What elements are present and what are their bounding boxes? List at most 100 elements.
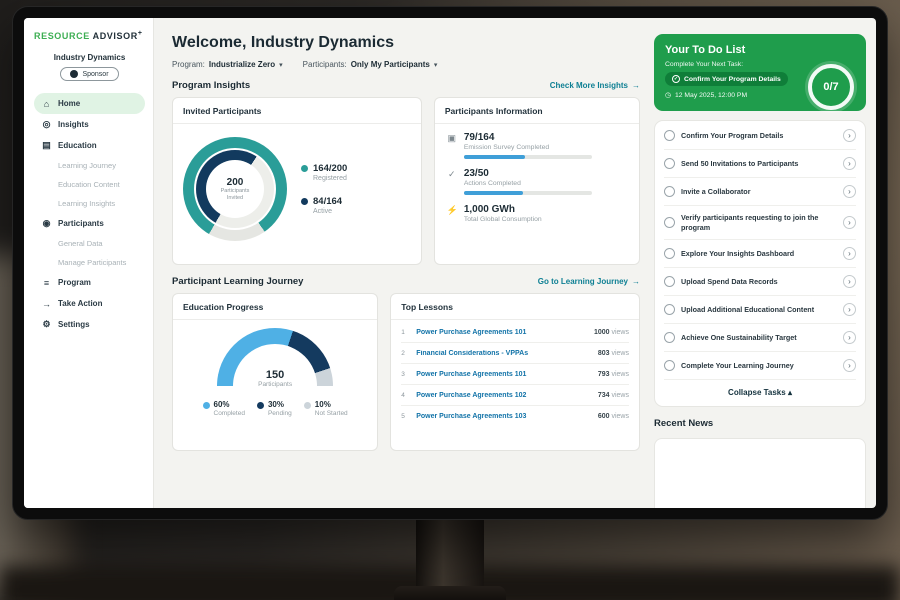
sidebar-item[interactable]: ⌂ Home	[34, 93, 145, 114]
go-to-learning-journey-link[interactable]: Go to Learning Journey →	[538, 277, 640, 286]
chevron-right-icon[interactable]: ›	[843, 185, 856, 198]
sidebar: RESOURCE ADVISOR+ Industry Dynamics Spon…	[24, 18, 154, 508]
program-dropdown[interactable]: Program: Industrialize Zero ▾	[172, 60, 283, 69]
sponsor-label: Sponsor	[82, 70, 109, 78]
chevron-right-icon[interactable]: ›	[843, 359, 856, 373]
task-label: Achieve One Sustainability Target	[681, 333, 797, 343]
insights-cards-row: Invited Participants 200 Participants In…	[172, 97, 640, 265]
task-label: Invite a Collaborator	[681, 186, 751, 196]
chevron-right-icon[interactable]: ›	[843, 157, 856, 170]
sidebar-item-icon: ▤	[42, 140, 51, 150]
todo-task-row[interactable]: Explore Your Insights Dashboard ›	[664, 240, 856, 269]
chevron-right-icon[interactable]: ›	[843, 129, 856, 142]
lesson-views: 803 views	[597, 349, 629, 357]
next-task-pill[interactable]: ✓ Confirm Your Program Details	[665, 72, 788, 86]
legend-dot-completed	[202, 402, 210, 409]
participants-dropdown[interactable]: Participants: Only My Participants ▾	[303, 60, 438, 69]
sidebar-item[interactable]: ⚙ Settings	[34, 314, 145, 335]
task-label: Upload Additional Educational Content	[681, 305, 815, 315]
arrow-right-icon: →	[632, 277, 640, 286]
sidebar-item-label: Learning Insights	[58, 199, 116, 208]
sidebar-item[interactable]: → Take Action	[34, 293, 145, 314]
task-checkbox[interactable]	[664, 130, 675, 141]
check-more-insights-link[interactable]: Check More Insights →	[550, 81, 640, 90]
todo-task-row[interactable]: Confirm Your Program Details ›	[664, 122, 856, 150]
lesson-views: 1000 views	[593, 328, 629, 336]
sidebar-item[interactable]: ≡ Program	[34, 272, 145, 293]
card-title: Invited Participants	[173, 98, 421, 124]
task-checkbox[interactable]	[664, 217, 675, 229]
chevron-down-icon: ▾	[279, 61, 283, 69]
participants-filter-value: Only My Participants	[350, 60, 430, 69]
program-filter-label: Program:	[172, 60, 205, 69]
todo-task-row[interactable]: Invite a Collaborator ›	[664, 178, 856, 206]
sidebar-item-icon: ≡	[43, 277, 50, 288]
chevron-right-icon[interactable]: ›	[843, 331, 856, 345]
todo-task-row[interactable]: Send 50 Invitations to Participants ›	[664, 150, 856, 178]
recent-news-title: Recent News	[654, 418, 714, 430]
learning-cards-row: Education Progress 150 Participants	[172, 293, 640, 451]
stat-label: Emission Survey Completed	[463, 144, 550, 151]
lesson-link[interactable]: Power Purchase Agreements 101	[416, 370, 527, 378]
sidebar-item-label: Insights	[58, 120, 89, 129]
sidebar-item-label: Take Action	[58, 299, 103, 308]
donut-center-label: Participants Invited	[220, 187, 250, 201]
app-logo: RESOURCE ADVISOR+	[34, 30, 145, 41]
chevron-right-icon[interactable]: ›	[843, 303, 856, 317]
todo-task-row[interactable]: Upload Spend Data Records ›	[664, 268, 856, 297]
lesson-link[interactable]: Power Purchase Agreements 102	[416, 391, 527, 399]
task-label: Verify participants requesting to join t…	[681, 213, 819, 232]
donut-ring-outer: 200 Participants Invited	[183, 137, 287, 241]
task-label: Send 50 Invitations to Participants	[681, 158, 799, 168]
stat-emission-survey: ▣ 79/164 Emission Survey Completed	[447, 132, 627, 159]
legend-label: Not Started	[314, 410, 348, 417]
sidebar-item[interactable]: ◉ Participants	[34, 213, 145, 234]
lesson-row: 2 Financial Considerations - VPPAs 803 v…	[401, 343, 629, 364]
lessons-list: 1 Power Purchase Agreements 101 1000 vie…	[391, 320, 639, 426]
sidebar-item[interactable]: Learning Insights	[34, 194, 145, 213]
logo-secondary: ADVISOR	[92, 31, 138, 41]
chevron-right-icon[interactable]: ›	[843, 247, 856, 261]
task-checkbox[interactable]	[664, 332, 675, 344]
sponsor-badge[interactable]: Sponsor	[60, 67, 119, 81]
task-checkbox[interactable]	[664, 186, 675, 197]
lesson-link[interactable]: Power Purchase Agreements 101	[416, 328, 527, 336]
todo-task-row[interactable]: Complete Your Learning Journey ›	[664, 352, 856, 381]
sidebar-item[interactable]: ▤ Education	[34, 135, 145, 156]
legend-dot-pending	[256, 402, 264, 409]
todo-task-row[interactable]: Achieve One Sustainability Target ›	[664, 324, 856, 353]
task-checkbox[interactable]	[664, 360, 675, 372]
progress-track	[463, 191, 592, 195]
survey-icon: ▣	[447, 133, 457, 143]
sidebar-item[interactable]: General Data	[34, 234, 145, 253]
clock-icon: ◷	[665, 92, 671, 99]
donut-center: 200 Participants Invited	[206, 160, 264, 218]
sidebar-item[interactable]: Education Content	[34, 175, 145, 194]
sidebar-item-label: Program	[58, 278, 91, 287]
task-checkbox[interactable]	[664, 158, 675, 169]
sidebar-item[interactable]: Manage Participants	[34, 253, 145, 272]
lesson-row: 1 Power Purchase Agreements 101 1000 vie…	[401, 322, 629, 343]
energy-icon: ⚡	[446, 205, 459, 215]
donut-ring-inner: 200 Participants Invited	[196, 150, 274, 228]
stat-actions-completed: ✓ 23/50 Actions Completed	[447, 168, 627, 195]
lesson-link[interactable]: Financial Considerations - VPPAs	[416, 349, 529, 357]
collapse-tasks-button[interactable]: Collapse Tasks ▴	[664, 380, 856, 406]
lesson-link[interactable]: Power Purchase Agreements 103	[416, 412, 527, 420]
section-title-learning-journey: Participant Learning Journey	[172, 276, 304, 287]
next-task-label: Confirm Your Program Details	[684, 75, 781, 83]
chevron-down-icon: ▾	[433, 61, 438, 69]
sidebar-item[interactable]: ◎ Insights	[34, 114, 145, 135]
todo-task-row[interactable]: Verify participants requesting to join t…	[664, 206, 856, 241]
task-checkbox[interactable]	[664, 248, 675, 260]
task-checkbox[interactable]	[664, 304, 675, 316]
todo-task-row[interactable]: Upload Additional Educational Content ›	[664, 296, 856, 325]
chevron-right-icon[interactable]: ›	[843, 216, 856, 230]
chevron-right-icon[interactable]: ›	[843, 275, 856, 289]
sidebar-item-icon: →	[42, 298, 51, 309]
task-checkbox[interactable]	[664, 276, 675, 288]
sidebar-item-label: Education Content	[58, 180, 120, 189]
sidebar-item[interactable]: Learning Journey	[34, 156, 145, 175]
legend-label: Registered	[313, 175, 347, 182]
recent-news-card	[654, 438, 866, 508]
